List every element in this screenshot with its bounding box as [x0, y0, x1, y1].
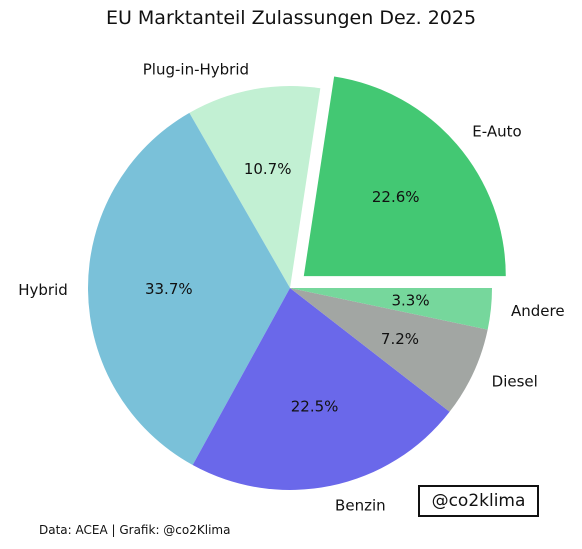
slice-hybrid — [87, 112, 290, 466]
pct-label-andere: 3.3% — [391, 292, 429, 310]
category-label-diesel: Diesel — [492, 372, 538, 390]
slice-e-auto — [303, 76, 506, 277]
category-label-plug-in-hybrid: Plug-in-Hybrid — [143, 61, 249, 79]
pct-label-benzin: 22.5% — [291, 398, 339, 416]
slice-benzin — [192, 288, 450, 490]
pie-labels: 22.6% E-Auto 10.7% Plug-in-Hybrid 33.7% Hybri… — [18, 61, 564, 515]
slice-andere — [290, 288, 492, 330]
pct-label-hybrid: 33.7% — [145, 280, 193, 298]
slice-diesel — [290, 288, 488, 412]
category-label-hybrid: Hybrid — [18, 281, 68, 299]
author-handle-box: @co2klima — [418, 485, 539, 517]
category-label-benzin: Benzin — [335, 497, 386, 515]
chart-title: EU Marktanteil Zulassungen Dez. 2025 — [106, 7, 476, 29]
category-label-andere: Andere — [511, 302, 565, 320]
source-note: Data: ACEA | Grafik: @co2Klima — [39, 523, 231, 537]
pct-label-e-auto: 22.6% — [372, 188, 420, 206]
pct-label-plug-in-hybrid: 10.7% — [244, 160, 292, 178]
category-label-e-auto: E-Auto — [472, 122, 521, 140]
pie-slices — [87, 76, 506, 490]
pct-label-diesel: 7.2% — [381, 330, 419, 348]
slice-plug-in-hybrid — [189, 86, 321, 289]
